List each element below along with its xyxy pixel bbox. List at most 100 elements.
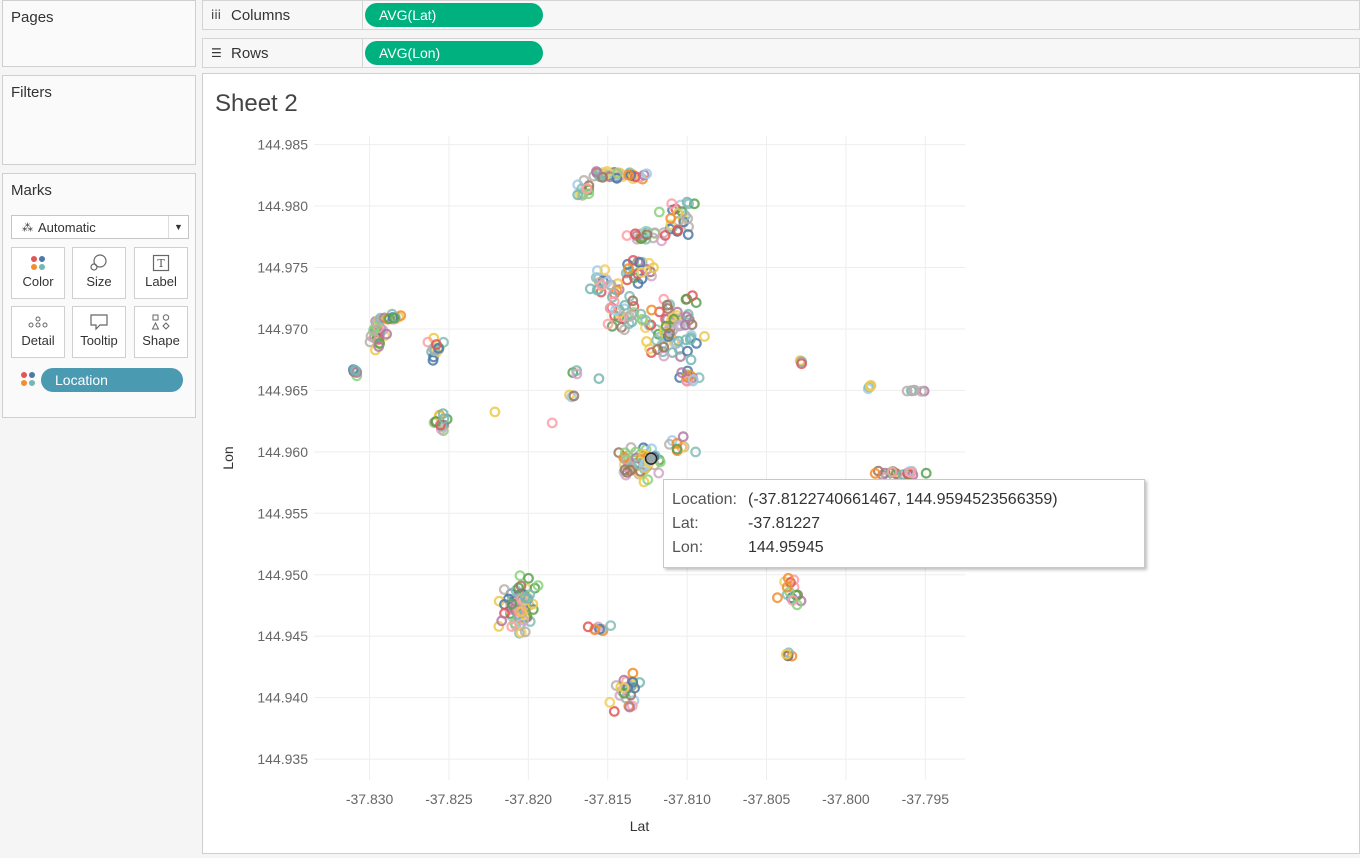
shape-button[interactable]: Shape: [134, 306, 188, 358]
location-point[interactable]: [515, 580, 527, 592]
location-point[interactable]: [686, 319, 698, 331]
location-point[interactable]: [666, 198, 678, 210]
location-point[interactable]: [381, 328, 393, 340]
location-point[interactable]: [498, 584, 510, 595]
location-point[interactable]: [571, 368, 583, 380]
location-point[interactable]: [682, 345, 693, 357]
location-point[interactable]: [905, 467, 917, 479]
location-point[interactable]: [636, 266, 648, 278]
location-point[interactable]: [682, 213, 694, 224]
location-point[interactable]: [772, 592, 783, 604]
location-point[interactable]: [624, 701, 636, 713]
location-point[interactable]: [438, 413, 450, 425]
location-point[interactable]: [676, 367, 688, 379]
location-point[interactable]: [641, 336, 653, 347]
filters-card[interactable]: Filters: [2, 75, 196, 165]
location-point[interactable]: [677, 431, 689, 443]
location-point[interactable]: [519, 626, 531, 638]
location-point[interactable]: [640, 314, 652, 326]
highlighted-point[interactable]: [644, 452, 658, 465]
location-point[interactable]: [869, 468, 881, 479]
location-point[interactable]: [687, 374, 699, 386]
location-point[interactable]: [619, 447, 631, 459]
location-point[interactable]: [593, 373, 605, 385]
location-point[interactable]: [627, 295, 639, 307]
location-point[interactable]: [633, 459, 645, 471]
location-point[interactable]: [604, 696, 616, 708]
location-point[interactable]: [796, 358, 807, 370]
location-point[interactable]: [629, 228, 641, 240]
columns-shelf[interactable]: iii Columns AVG(Lat): [202, 0, 1360, 30]
mark-type-dropdown[interactable]: ⁂ Automatic ▼: [11, 215, 189, 239]
detail-button[interactable]: Detail: [11, 306, 65, 358]
location-point[interactable]: [781, 648, 792, 660]
columns-pill[interactable]: AVG(Lat): [365, 3, 543, 27]
location-point[interactable]: [634, 257, 646, 269]
location-point[interactable]: [581, 183, 593, 195]
location-point[interactable]: [596, 279, 607, 291]
color-button[interactable]: Color: [11, 247, 65, 299]
location-point[interactable]: [514, 570, 526, 582]
location-point[interactable]: [594, 623, 606, 635]
location-point[interactable]: [699, 331, 710, 342]
location-point[interactable]: [672, 224, 684, 236]
location-point[interactable]: [641, 168, 653, 180]
location-point[interactable]: [605, 620, 617, 631]
location-point[interactable]: [781, 581, 793, 593]
pages-card[interactable]: Pages: [2, 0, 196, 67]
location-point[interactable]: [916, 385, 927, 397]
location-point[interactable]: [620, 454, 632, 466]
scatter-chart[interactable]: -37.830 -37.825 -37.820 -37.815 -37.810 -37.8…: [203, 74, 1359, 853]
location-point[interactable]: [627, 667, 639, 679]
location-point[interactable]: [591, 166, 602, 177]
location-point[interactable]: [681, 311, 693, 323]
location-point[interactable]: [681, 196, 693, 208]
location-point[interactable]: [646, 304, 658, 316]
location-point[interactable]: [642, 474, 654, 486]
location-point[interactable]: [619, 464, 631, 476]
label-button[interactable]: T Label: [134, 247, 188, 299]
location-point[interactable]: [370, 321, 382, 332]
location-point[interactable]: [648, 262, 659, 274]
tooltip-button[interactable]: Tooltip: [72, 306, 126, 358]
rows-shelf[interactable]: ☰ Rows AVG(Lon): [202, 38, 1360, 68]
location-point[interactable]: [684, 334, 696, 346]
location-point[interactable]: [623, 311, 635, 322]
location-point[interactable]: [506, 621, 518, 632]
location-point[interactable]: [384, 313, 395, 325]
size-button[interactable]: Size: [72, 247, 126, 299]
location-point[interactable]: [658, 341, 670, 353]
location-point[interactable]: [675, 351, 686, 363]
location-point[interactable]: [496, 615, 508, 627]
location-point[interactable]: [665, 212, 677, 224]
location-point[interactable]: [670, 337, 682, 349]
location-point[interactable]: [662, 313, 673, 325]
location-point[interactable]: [791, 599, 803, 611]
location-point[interactable]: [523, 572, 534, 584]
location-point[interactable]: [626, 316, 638, 328]
location-point[interactable]: [608, 706, 620, 717]
location-point[interactable]: [657, 346, 669, 358]
rows-pill[interactable]: AVG(Lon): [365, 41, 543, 65]
worksheet-view[interactable]: Sheet 2 -37.830 -37.825 -37.820 -37.815 -37.…: [202, 73, 1360, 854]
location-point[interactable]: [909, 384, 920, 396]
location-point[interactable]: [665, 219, 677, 231]
location-point[interactable]: [653, 206, 665, 218]
location-point[interactable]: [652, 344, 664, 355]
location-point[interactable]: [527, 604, 539, 615]
location-point[interactable]: [659, 229, 671, 241]
location-point[interactable]: [621, 274, 633, 286]
location-field-pill[interactable]: Location: [41, 368, 183, 392]
location-point[interactable]: [886, 466, 898, 478]
location-point[interactable]: [349, 364, 361, 376]
location-point[interactable]: [864, 380, 876, 392]
location-point[interactable]: [671, 443, 683, 455]
location-point[interactable]: [653, 467, 665, 479]
location-point[interactable]: [623, 169, 635, 181]
location-point[interactable]: [621, 230, 633, 241]
location-point[interactable]: [437, 408, 449, 420]
location-point[interactable]: [671, 438, 683, 449]
location-point[interactable]: [611, 172, 623, 184]
location-point[interactable]: [493, 621, 505, 632]
location-point[interactable]: [546, 417, 558, 429]
